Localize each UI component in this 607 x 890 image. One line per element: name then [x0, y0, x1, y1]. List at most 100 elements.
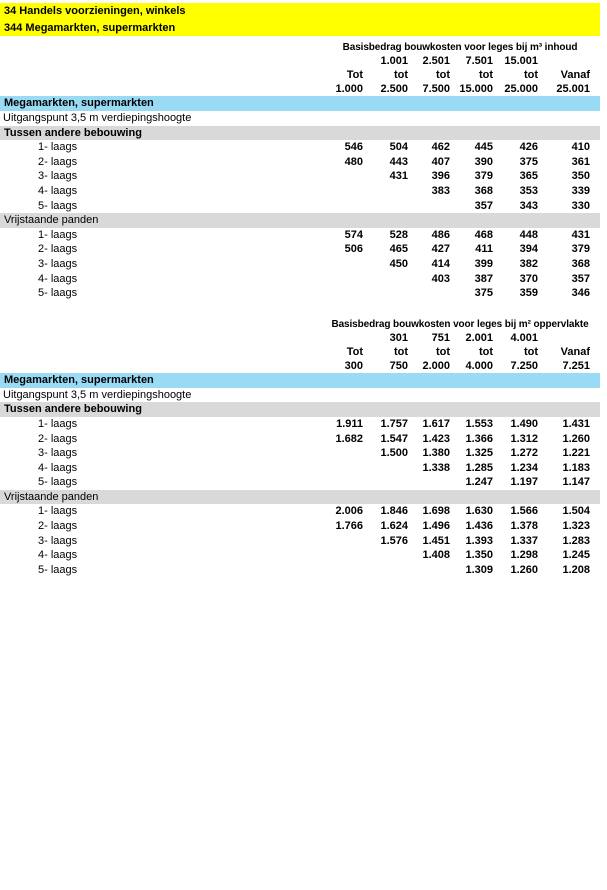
value-cell: 368: [474, 184, 493, 197]
column-header-cell: 750: [389, 359, 408, 372]
value-cell: 370: [519, 272, 538, 285]
column-header-cell: tot: [435, 69, 450, 81]
row-label: 3- laags: [38, 257, 78, 270]
row-label: 4- laags: [38, 461, 78, 474]
row-label: 1- laags: [38, 417, 78, 430]
column-header-cell: 25.001: [556, 83, 590, 95]
column-header-cell: tot: [523, 345, 538, 358]
column-header-cell: 751: [431, 331, 450, 344]
value-cell: 1.423: [422, 432, 450, 445]
value-cell: [363, 475, 408, 490]
value-cell: 1.197: [510, 476, 538, 489]
value-cell: [318, 286, 363, 301]
value-cell: 399: [474, 257, 493, 270]
value-cell: 1.846: [380, 505, 408, 518]
document-page: 34 Handels voorzieningen, winkels 344 Me…: [0, 3, 607, 578]
value-cell: 1.566: [510, 505, 538, 518]
value-cell: 1.393: [465, 534, 493, 547]
row-label: 5- laags: [38, 563, 78, 576]
table-row: 2- laags 1.766 1.624 1.496 1.436 1.378 1.323: [0, 519, 590, 534]
table-row: 3- laags 1.576 1.451 1.393 1.337 1.283: [0, 534, 590, 549]
column-header-cell: 1.001: [380, 55, 408, 67]
column-header-cell: 2.000: [422, 359, 450, 372]
value-cell: 431: [571, 228, 590, 241]
table-title: Basisbedrag bouwkosten voor leges bij m²…: [331, 318, 589, 330]
column-header-cell: tot: [523, 69, 538, 81]
value-cell: 1.576: [380, 534, 408, 547]
row-label: 3- laags: [38, 534, 78, 547]
value-cell: 1.283: [562, 534, 590, 547]
column-header-cell: 15.001: [504, 55, 538, 67]
value-cell: 1.272: [510, 447, 538, 460]
value-cell: 443: [389, 155, 408, 168]
section-header-bar: Megamarkten, supermarkten: [0, 96, 600, 111]
value-cell: [318, 169, 363, 184]
column-header-cell: tot: [478, 69, 493, 81]
group-header-bar: Vrijstaande panden: [0, 213, 600, 228]
value-cell: 1.221: [562, 447, 590, 460]
value-cell: 546: [344, 141, 363, 154]
value-cell: [318, 184, 363, 199]
row-label: 2- laags: [38, 243, 78, 256]
table-row: 3- laags 431 396 379 365 350: [0, 169, 590, 184]
value-cell: 574: [344, 228, 363, 241]
column-header-cell: 7.251: [562, 359, 590, 372]
column-header-cell: Tot: [346, 69, 363, 81]
column-header-row: 300 750 2.000 4.000 7.250 7.251: [0, 359, 590, 373]
column-header-cell: 2.001: [465, 331, 493, 344]
column-header-cell: Vanaf: [560, 69, 590, 81]
value-cell: 379: [571, 243, 590, 256]
value-cell: 1.147: [562, 476, 590, 489]
table-row: 4- laags 383 368 353 339: [0, 184, 590, 199]
value-cell: 468: [474, 228, 493, 241]
table-row: 5- laags 375 359 346: [0, 286, 590, 301]
row-label: 4- laags: [38, 184, 78, 197]
value-cell: [408, 475, 450, 490]
value-cell: [408, 286, 450, 301]
column-header-cell: 25.000: [504, 83, 538, 95]
column-header-row: Tot tot tot tot tot Vanaf: [0, 68, 590, 82]
table-row: 4- laags 403 387 370 357: [0, 272, 590, 287]
header-spacer: [0, 331, 318, 345]
value-cell: 1.500: [380, 447, 408, 460]
header-spacer: [0, 54, 318, 68]
value-cell: 1.323: [562, 520, 590, 533]
value-cell: 2.006: [335, 505, 363, 518]
column-header-row: 1.001 2.501 7.501 15.001: [0, 54, 590, 68]
table-row: 1- laags 2.006 1.846 1.698 1.630 1.566 1.504: [0, 504, 590, 519]
value-cell: 1.766: [335, 520, 363, 533]
value-cell: 365: [519, 170, 538, 183]
value-cell: 410: [571, 141, 590, 154]
column-header-cell: 7.500: [422, 83, 450, 95]
column-header-cell: 2.500: [380, 83, 408, 95]
value-cell: 1.208: [562, 563, 590, 576]
group-header-bar: Tussen andere bebouwing: [0, 125, 600, 141]
column-header-cell: 4.001: [510, 331, 538, 344]
column-header-row: 301 751 2.001 4.001: [0, 331, 590, 345]
value-cell: 1.309: [465, 563, 493, 576]
value-cell: 1.338: [422, 461, 450, 474]
value-cell: 1.234: [510, 461, 538, 474]
value-cell: 368: [571, 257, 590, 270]
column-header-cell: tot: [393, 345, 408, 358]
value-cell: 1.183: [562, 461, 590, 474]
column-header-row: 1.000 2.500 7.500 15.000 25.000 25.001: [0, 82, 590, 96]
value-cell: 450: [389, 257, 408, 270]
table-row: 2- laags 506 465 427 411 394 379: [0, 242, 590, 257]
value-cell: 1.325: [465, 447, 493, 460]
row-label: 3- laags: [38, 170, 78, 183]
value-cell: 465: [389, 243, 408, 256]
category-header-34: 34 Handels voorzieningen, winkels: [0, 3, 600, 20]
value-cell: 1.245: [562, 549, 590, 562]
column-header-row: Tot tot tot tot tot Vanaf: [0, 345, 590, 359]
value-cell: 486: [431, 228, 450, 241]
value-cell: 414: [431, 257, 450, 270]
value-cell: 1.698: [422, 505, 450, 518]
column-header-cell: 300: [344, 359, 363, 372]
value-cell: 382: [519, 257, 538, 270]
column-header-cell: 2.501: [422, 55, 450, 67]
value-cell: 350: [571, 170, 590, 183]
column-header-cell: tot: [393, 69, 408, 81]
table-row: 4- laags 1.408 1.350 1.298 1.245: [0, 548, 590, 563]
rate-table: Basisbedrag bouwkosten voor leges bij m²…: [0, 318, 607, 578]
